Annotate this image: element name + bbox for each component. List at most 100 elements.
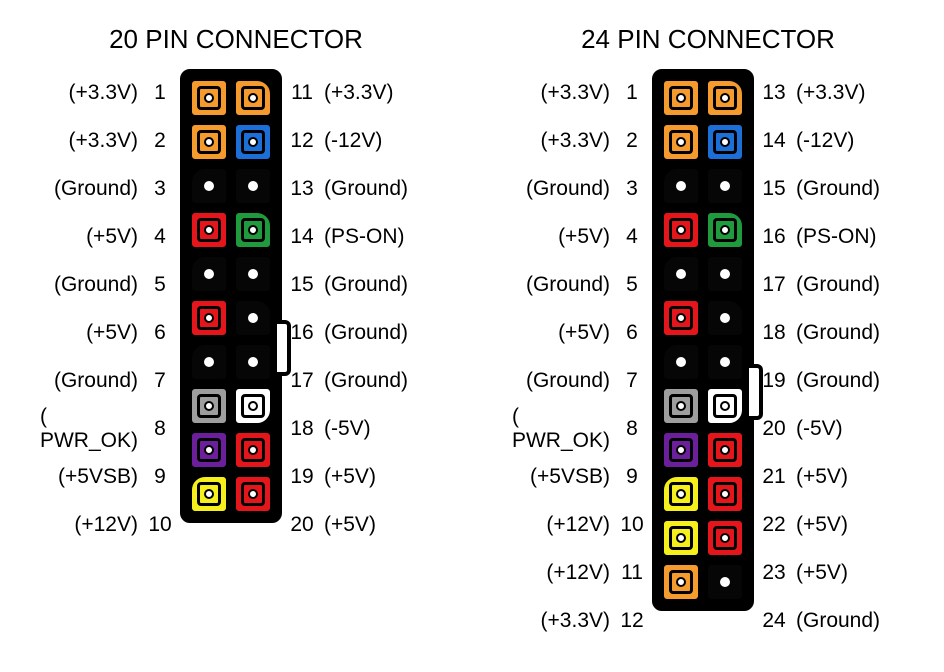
pin-label-left: (Ground)5 (40, 261, 180, 309)
pin-label-left: (+5VSB)9 (40, 453, 180, 501)
pin (189, 78, 229, 118)
pin-label-right: 19(+5V) (282, 453, 432, 501)
pin-label-right: 15(Ground) (282, 261, 432, 309)
pin (661, 562, 701, 602)
pin-row (189, 122, 273, 162)
pin-label-left: (+5VSB)9 (512, 453, 652, 501)
pin-label-left: (+5V)4 (512, 213, 652, 261)
pin-row (189, 386, 273, 426)
pin-row (189, 474, 273, 514)
pin-label-right: 12(-12V) (282, 117, 432, 165)
pin-row (189, 166, 273, 206)
pin (705, 298, 745, 338)
pin-label-left: (Ground)7 (512, 357, 652, 405)
pin (705, 78, 745, 118)
connector-clip (277, 320, 291, 376)
connector-housing (652, 69, 754, 611)
pin-label-left: (Ground)7 (40, 357, 180, 405)
pin-label-right: 21(+5V) (754, 453, 904, 501)
pin-label-right: 14(-12V) (754, 117, 904, 165)
pin-label-right: 14(PS-ON) (282, 213, 432, 261)
pin-label-left: (+3.3V)2 (512, 117, 652, 165)
pin (233, 122, 273, 162)
pin (705, 562, 745, 602)
pin-label-left: (+5V)6 (512, 309, 652, 357)
pin-row (189, 210, 273, 250)
pin-label-right: 13(+3.3V) (754, 69, 904, 117)
pin-row (661, 210, 745, 250)
connector-diagram: (+3.3V)1(+3.3V)2(Ground)3(+5V)4(Ground)5… (40, 69, 432, 549)
pin-label-right: 24(Ground) (754, 597, 904, 645)
pin (233, 474, 273, 514)
pin-label-left: (+5V)6 (40, 309, 180, 357)
pin (705, 518, 745, 558)
pin (661, 386, 701, 426)
pin (705, 474, 745, 514)
labels-left: (+3.3V)1(+3.3V)2(Ground)3(+5V)4(Ground)5… (40, 69, 180, 549)
pin-label-left: (Ground)3 (40, 165, 180, 213)
labels-right: 13(+3.3V)14(-12V)15(Ground)16(PS-ON)17(G… (754, 69, 904, 645)
connector-housing (180, 69, 282, 523)
pin-row (189, 254, 273, 294)
pin-label-right: 17(Ground) (754, 261, 904, 309)
pin-label-left: (+3.3V)1 (40, 69, 180, 117)
pin-row (661, 298, 745, 338)
pin (705, 254, 745, 294)
pin-label-left: ( PWR_OK)8 (512, 405, 652, 453)
pin-row (661, 474, 745, 514)
pin-row (661, 342, 745, 382)
pin (189, 474, 229, 514)
pin-label-left: (+3.3V)1 (512, 69, 652, 117)
pin (189, 166, 229, 206)
pin-row (661, 78, 745, 118)
pin (661, 122, 701, 162)
pin-label-left: (+3.3V)2 (40, 117, 180, 165)
pin-row (661, 562, 745, 602)
pin (705, 430, 745, 470)
pin-row (189, 298, 273, 338)
pin-label-left: (+5V)4 (40, 213, 180, 261)
pin-label-left: (+12V)10 (40, 501, 180, 549)
pin (705, 122, 745, 162)
pin (189, 210, 229, 250)
pin-row (661, 166, 745, 206)
pin (233, 210, 273, 250)
pin (661, 518, 701, 558)
pin-label-right: 18(Ground) (754, 309, 904, 357)
pin-row (661, 386, 745, 426)
labels-right: 11(+3.3V)12(-12V)13(Ground)14(PS-ON)15(G… (282, 69, 432, 549)
pin (189, 342, 229, 382)
pin-label-left: (+3.3V)12 (512, 597, 652, 645)
pin (189, 430, 229, 470)
pin (661, 342, 701, 382)
pin-label-right: 11(+3.3V) (282, 69, 432, 117)
connector-title: 20 PIN CONNECTOR (109, 24, 363, 55)
connector-title: 24 PIN CONNECTOR (581, 24, 835, 55)
pin-row (661, 518, 745, 558)
pin-label-right: 20(-5V) (754, 405, 904, 453)
pin-label-left: ( PWR_OK)8 (40, 405, 180, 453)
pin (661, 78, 701, 118)
pin (705, 166, 745, 206)
pin (189, 122, 229, 162)
pin (189, 386, 229, 426)
pin (705, 342, 745, 382)
connector: 24 PIN CONNECTOR (+3.3V)1(+3.3V)2(Ground… (512, 24, 904, 645)
pin-label-right: 23(+5V) (754, 549, 904, 597)
pin-row (189, 78, 273, 118)
labels-left: (+3.3V)1(+3.3V)2(Ground)3(+5V)4(Ground)5… (512, 69, 652, 645)
pin (661, 210, 701, 250)
pin (661, 474, 701, 514)
pin (189, 298, 229, 338)
pin-label-right: 19(Ground) (754, 357, 904, 405)
pin-row (661, 430, 745, 470)
connector-diagram: (+3.3V)1(+3.3V)2(Ground)3(+5V)4(Ground)5… (512, 69, 904, 645)
pin-label-right: 15(Ground) (754, 165, 904, 213)
pin (233, 298, 273, 338)
pin (189, 254, 229, 294)
pin-row (661, 254, 745, 294)
pin-row (189, 430, 273, 470)
pin (661, 298, 701, 338)
pin (661, 166, 701, 206)
connector: 20 PIN CONNECTOR (+3.3V)1(+3.3V)2(Ground… (40, 24, 432, 549)
